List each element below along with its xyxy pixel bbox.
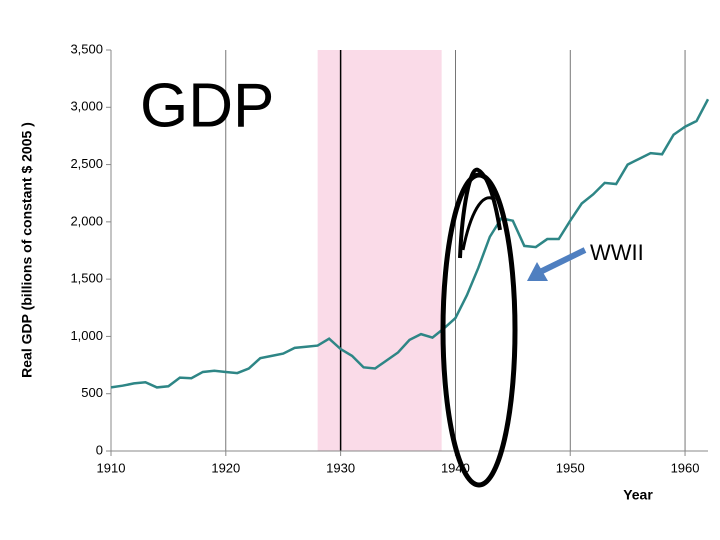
x-tick-label: 1940 — [441, 460, 470, 475]
highlight-band — [317, 50, 442, 451]
wwii-ellipse — [440, 167, 518, 488]
y-tick-label: 3,500 — [70, 41, 103, 56]
ellipse-stroke — [458, 167, 502, 259]
plot-layer — [110, 98, 710, 389]
arrow-shaft — [538, 247, 587, 275]
y-tick-label: 2,500 — [70, 156, 103, 171]
y-axis-label: Real GDP (billions of constant $ 2005 ) — [19, 122, 35, 378]
x-axis-label: Year — [623, 487, 653, 503]
background-layer — [106, 49, 708, 456]
x-tick-label: 1910 — [97, 460, 126, 475]
data-line — [110, 98, 710, 389]
ellipse-stroke — [461, 196, 496, 251]
y-tick-label: 1,000 — [70, 328, 103, 343]
x-tick-label: 1930 — [326, 460, 355, 475]
y-tick-label: 2,000 — [70, 213, 103, 228]
arrow — [527, 247, 587, 281]
y-tick-label: 500 — [81, 385, 103, 400]
y-tick-label: 3,000 — [70, 99, 103, 114]
gdp-annotation: GDP — [140, 71, 274, 140]
ellipse — [440, 172, 518, 488]
x-tick-label: 1950 — [556, 460, 585, 475]
y-tick-label: 1,500 — [70, 271, 103, 286]
x-tick-label: 1960 — [671, 460, 700, 475]
wwii-annotation: WWII — [590, 240, 644, 265]
x-tick-label: 1920 — [211, 460, 240, 475]
y-tick-label: 0 — [96, 442, 103, 457]
arrow-head — [527, 262, 548, 281]
